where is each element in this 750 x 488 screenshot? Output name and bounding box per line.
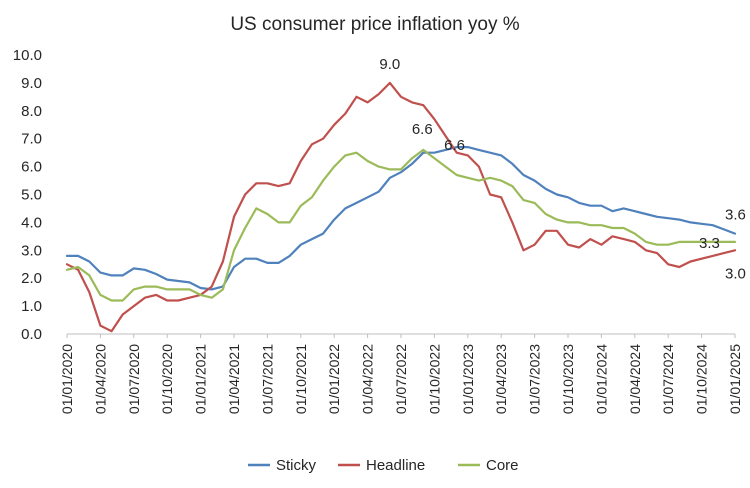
x-tick-label: 01/04/2022 <box>360 344 376 414</box>
y-tick-label: 9.0 <box>21 75 42 92</box>
x-tick-label: 01/10/2020 <box>159 344 175 414</box>
x-tick-label: 01/10/2021 <box>293 344 309 414</box>
x-tick-label: 01/07/2024 <box>660 344 676 414</box>
y-tick-label: 6.0 <box>21 159 42 176</box>
series-line-headline <box>65 81 737 333</box>
x-tick-label: 01/07/2020 <box>126 344 142 414</box>
y-tick-label: 1.0 <box>21 298 42 315</box>
y-axis-ticks: 0.0 1.0 2.0 3.0 4.0 5.0 6.0 7.0 8.0 9.0 10.0 <box>13 47 42 343</box>
series-lines <box>65 81 737 333</box>
series-line-sticky <box>65 146 737 291</box>
x-tick-label: 01/04/2024 <box>627 344 643 414</box>
legend-label-core: Core <box>486 457 519 474</box>
y-tick-label: 8.0 <box>21 103 42 120</box>
legend: Sticky Headline Core <box>248 457 519 474</box>
data-label: 6.6 <box>412 121 433 138</box>
data-label: 3.3 <box>699 235 720 252</box>
y-tick-label: 3.0 <box>21 242 42 259</box>
x-axis-ticks: 01/01/2020 01/04/2020 01/07/2020 01/10/2020… <box>59 334 743 414</box>
x-tick-label: 01/01/2022 <box>326 344 342 414</box>
data-label: 3.0 <box>725 265 746 282</box>
x-tick-label: 01/01/2024 <box>593 344 609 414</box>
y-tick-label: 2.0 <box>21 270 42 287</box>
x-tick-label: 01/07/2021 <box>259 344 275 414</box>
data-label: 6.6 <box>444 137 465 154</box>
x-tick-label: 01/04/2023 <box>493 344 509 414</box>
annotations: 9.0 6.6 6.6 3.6 3.3 3.0 <box>379 56 745 282</box>
data-label: 9.0 <box>379 56 400 73</box>
y-tick-label: 7.0 <box>21 131 42 148</box>
chart-title: US consumer price inflation yoy % <box>230 14 519 35</box>
x-tick-label: 01/04/2021 <box>226 344 242 414</box>
x-tick-label: 01/01/2023 <box>460 344 476 414</box>
legend-label-headline: Headline <box>366 457 425 474</box>
x-tick-label: 01/07/2022 <box>393 344 409 414</box>
x-tick-label: 01/10/2023 <box>560 344 576 414</box>
x-tick-label: 01/07/2023 <box>527 344 543 414</box>
x-tick-label: 01/01/2020 <box>59 344 75 414</box>
y-tick-label: 10.0 <box>13 47 42 64</box>
data-label: 3.6 <box>725 207 746 224</box>
y-tick-label: 4.0 <box>21 214 42 231</box>
x-tick-label: 01/10/2022 <box>426 344 442 414</box>
x-tick-label: 01/01/2021 <box>193 344 209 414</box>
x-tick-label: 01/01/2025 <box>727 344 743 414</box>
series-line-core <box>65 148 737 302</box>
legend-label-sticky: Sticky <box>276 457 317 474</box>
x-tick-label: 01/10/2024 <box>694 344 710 414</box>
x-tick-label: 01/04/2020 <box>92 344 108 414</box>
y-tick-label: 5.0 <box>21 187 42 204</box>
y-tick-label: 0.0 <box>21 326 42 343</box>
